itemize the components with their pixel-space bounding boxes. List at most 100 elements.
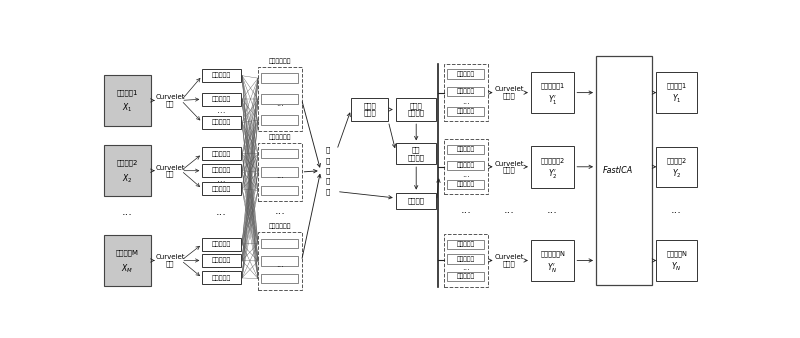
Text: ...: ... <box>462 263 470 272</box>
Text: 变换: 变换 <box>166 100 174 107</box>
Text: 分离图像2: 分离图像2 <box>666 157 686 164</box>
FancyBboxPatch shape <box>202 116 241 129</box>
FancyBboxPatch shape <box>396 98 436 121</box>
Text: ...: ... <box>216 207 227 217</box>
FancyBboxPatch shape <box>447 255 484 264</box>
Text: $Y_N'$: $Y_N'$ <box>547 261 558 274</box>
Text: ...: ... <box>122 207 133 217</box>
Text: ...: ... <box>218 265 226 274</box>
Text: 高频子图像: 高频子图像 <box>212 258 231 263</box>
Text: 个数估计: 个数估计 <box>408 110 425 117</box>
FancyBboxPatch shape <box>447 69 484 78</box>
Text: 预分离图像1: 预分离图像1 <box>541 83 565 90</box>
Text: ...: ... <box>462 170 470 179</box>
Text: 高频子图像: 高频子图像 <box>212 96 231 102</box>
FancyBboxPatch shape <box>262 167 298 177</box>
FancyBboxPatch shape <box>262 94 298 104</box>
Text: 低频子图像: 低频子图像 <box>457 147 475 152</box>
Text: ...: ... <box>276 98 284 107</box>
FancyBboxPatch shape <box>262 186 298 195</box>
Text: 激活号: 激活号 <box>410 102 422 109</box>
Text: ...: ... <box>460 205 471 215</box>
FancyBboxPatch shape <box>262 256 298 266</box>
FancyBboxPatch shape <box>657 240 697 281</box>
Text: 变换: 变换 <box>166 170 174 177</box>
FancyBboxPatch shape <box>444 140 487 194</box>
FancyBboxPatch shape <box>202 183 241 195</box>
FancyBboxPatch shape <box>202 271 241 284</box>
FancyBboxPatch shape <box>531 146 574 188</box>
Text: 高频子图像组: 高频子图像组 <box>269 224 291 229</box>
FancyBboxPatch shape <box>104 145 150 196</box>
Text: Curvelet: Curvelet <box>494 161 524 167</box>
FancyBboxPatch shape <box>202 93 241 105</box>
FancyBboxPatch shape <box>447 179 484 189</box>
Text: 稀疏子: 稀疏子 <box>363 102 376 109</box>
Text: 低频子图像: 低频子图像 <box>212 241 231 247</box>
Text: 低频子图像组: 低频子图像组 <box>269 58 291 64</box>
FancyBboxPatch shape <box>262 149 298 158</box>
FancyBboxPatch shape <box>202 254 241 267</box>
Text: $Y_1$: $Y_1$ <box>672 93 682 105</box>
Text: 预分离图像N: 预分离图像N <box>540 251 565 257</box>
Text: 接收图像2: 接收图像2 <box>117 160 138 166</box>
FancyBboxPatch shape <box>531 72 574 114</box>
Text: ...: ... <box>671 205 682 215</box>
FancyBboxPatch shape <box>444 235 487 287</box>
FancyBboxPatch shape <box>447 145 484 154</box>
Text: ...: ... <box>218 175 226 184</box>
FancyBboxPatch shape <box>447 107 484 116</box>
Text: 逆变换: 逆变换 <box>503 92 515 99</box>
Text: FastICA: FastICA <box>602 166 633 175</box>
Text: 判: 判 <box>326 178 330 185</box>
Text: ...: ... <box>274 206 286 216</box>
FancyBboxPatch shape <box>447 87 484 96</box>
Text: 稀: 稀 <box>326 147 330 153</box>
FancyBboxPatch shape <box>596 56 652 285</box>
FancyBboxPatch shape <box>202 69 241 82</box>
Text: 分离图像1: 分离图像1 <box>666 83 686 90</box>
FancyBboxPatch shape <box>202 164 241 177</box>
Text: 高频子图像组: 高频子图像组 <box>269 134 291 140</box>
Text: Curvelet: Curvelet <box>155 94 185 100</box>
Text: ...: ... <box>547 205 558 215</box>
Text: ...: ... <box>504 205 514 215</box>
FancyBboxPatch shape <box>657 147 697 187</box>
Text: 矩阵估计: 矩阵估计 <box>408 154 425 161</box>
Text: 低频子图像: 低频子图像 <box>212 73 231 78</box>
Text: 低频子图像: 低频子图像 <box>457 242 475 247</box>
Text: Curvelet: Curvelet <box>494 87 524 93</box>
Text: 高频子图像: 高频子图像 <box>457 182 475 187</box>
Text: $Y_1'$: $Y_1'$ <box>548 93 558 107</box>
Text: $X_2$: $X_2$ <box>122 172 133 185</box>
FancyBboxPatch shape <box>258 232 302 290</box>
Text: ...: ... <box>276 171 284 180</box>
Text: 变换: 变换 <box>166 260 174 267</box>
Text: 高频子图像: 高频子图像 <box>457 257 475 262</box>
FancyBboxPatch shape <box>444 64 487 121</box>
Text: 高频子图像: 高频子图像 <box>457 89 475 94</box>
Text: 线性规划: 线性规划 <box>408 197 425 204</box>
Text: $X_1$: $X_1$ <box>122 102 133 115</box>
Text: 图像组: 图像组 <box>363 110 376 117</box>
FancyBboxPatch shape <box>262 274 298 283</box>
Text: ...: ... <box>218 106 226 115</box>
FancyBboxPatch shape <box>258 67 302 131</box>
Text: Curvelet: Curvelet <box>494 255 524 260</box>
Text: 逆变换: 逆变换 <box>503 260 515 267</box>
FancyBboxPatch shape <box>104 75 150 126</box>
FancyBboxPatch shape <box>202 238 241 250</box>
Text: ...: ... <box>462 97 470 106</box>
Text: $Y_2'$: $Y_2'$ <box>548 167 558 181</box>
Text: Curvelet: Curvelet <box>155 165 185 171</box>
FancyBboxPatch shape <box>104 235 150 286</box>
FancyBboxPatch shape <box>396 193 436 209</box>
Text: ...: ... <box>276 260 284 269</box>
FancyBboxPatch shape <box>447 272 484 281</box>
Text: 逆变换: 逆变换 <box>503 167 515 173</box>
Text: 低频子图像: 低频子图像 <box>457 71 475 77</box>
Text: 预分离图像2: 预分离图像2 <box>541 157 565 164</box>
Text: 分离图像N: 分离图像N <box>666 251 687 257</box>
Text: 接收图像1: 接收图像1 <box>117 89 138 96</box>
FancyBboxPatch shape <box>531 240 574 281</box>
